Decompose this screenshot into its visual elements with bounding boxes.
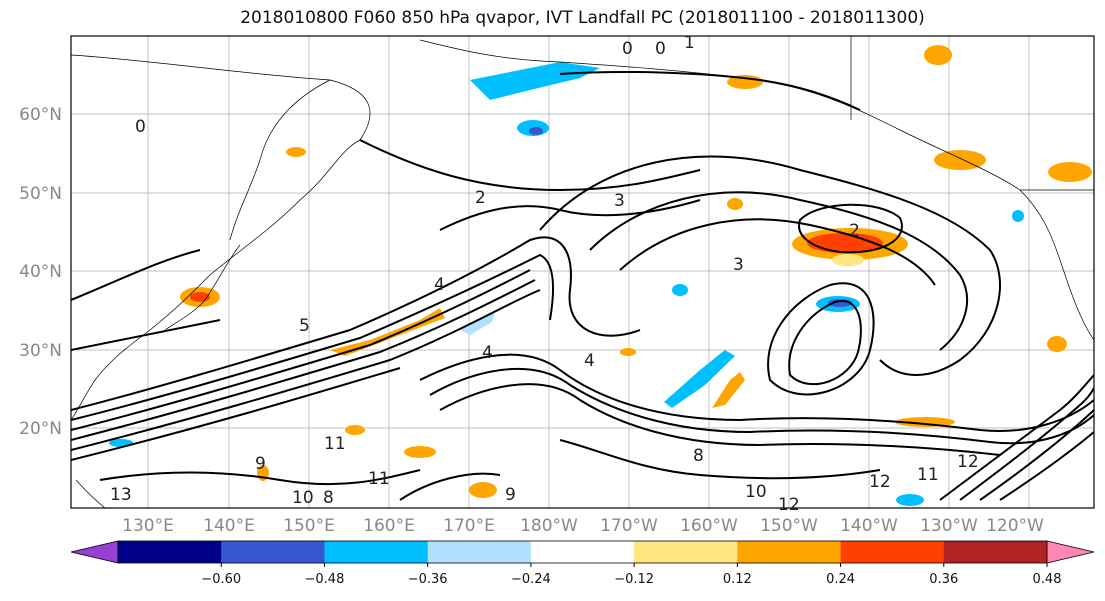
lon-label: 160°E — [363, 516, 415, 536]
contour-label: 8 — [693, 446, 704, 466]
negative-anomaly-patch — [672, 284, 688, 296]
negative-anomaly-patch — [664, 350, 735, 408]
contour-label: 2 — [475, 188, 486, 208]
colorbar-cell — [737, 541, 842, 563]
contour-label: 0 — [622, 39, 633, 59]
negative-anomaly-patch — [896, 494, 924, 506]
contour-label: 1 — [684, 33, 695, 53]
anomaly-shading — [109, 45, 1092, 506]
lon-label: 120°W — [986, 516, 1044, 536]
colorbar-frame — [117, 540, 1048, 564]
contour-label: 10 — [745, 482, 767, 502]
colorbar-cell — [118, 541, 222, 563]
positive-anomaly-patch — [345, 425, 365, 435]
colorbar-tick-label: −0.36 — [408, 572, 448, 587]
colorbar-cell — [324, 541, 429, 563]
contour-labels: 0 0 1 0 2 3 2 3 4 5 4 4 8 11 9 10 8 11 1… — [110, 33, 979, 515]
contour-label: 8 — [323, 488, 334, 508]
ivt-contours — [71, 71, 1094, 501]
positive-anomaly-patch — [727, 198, 743, 210]
lon-label: 150°W — [760, 516, 818, 536]
latitude-labels: 60°N 50°N 40°N 30°N 20°N — [19, 105, 62, 439]
colorbar-cell — [840, 541, 945, 563]
lon-label: 180°W — [520, 516, 578, 536]
longitude-labels: 130°E 140°E 150°E 160°E 170°E 180°W 170°… — [122, 516, 1044, 536]
lon-label: 130°W — [920, 516, 978, 536]
contour-label: 2 — [849, 221, 860, 241]
lon-label: 170°E — [443, 516, 495, 536]
contour-label: 4 — [434, 275, 445, 295]
contour-label: 11 — [917, 465, 939, 485]
contour-label: 4 — [482, 343, 493, 363]
positive-anomaly-patch — [934, 150, 986, 170]
positive-anomaly-patch — [712, 372, 745, 408]
colorbar-tick-label: −0.48 — [305, 572, 345, 587]
contour-label: 9 — [505, 485, 516, 505]
lon-label: 160°W — [680, 516, 738, 536]
positive-anomaly-patch — [469, 482, 497, 498]
colorbar-cell — [943, 541, 1048, 563]
lat-label-20n: 20°N — [19, 419, 62, 439]
positive-anomaly-patch — [832, 254, 864, 266]
colorbar-tick-label: −0.24 — [511, 572, 551, 587]
colorbar-min-arrow — [70, 540, 119, 564]
lon-label: 140°W — [840, 516, 898, 536]
contour-label: 11 — [324, 434, 346, 454]
lat-label-40n: 40°N — [19, 262, 62, 282]
positive-anomaly-patch — [1047, 336, 1067, 352]
colorbar-cell — [221, 541, 325, 563]
colorbar-tick-label: 0.24 — [826, 572, 855, 587]
colorbar-tick-label: 0.12 — [723, 572, 752, 587]
colorbar-tick-label: 0.48 — [1033, 572, 1062, 587]
colorbar-cell — [530, 541, 635, 563]
positive-anomaly-patch — [924, 45, 952, 65]
map-title: 2018010800 F060 850 hPa qvapor, IVT Land… — [240, 8, 925, 28]
colorbar-tick-label: −0.60 — [201, 572, 241, 587]
contour-label: 0 — [655, 39, 666, 59]
positive-anomaly-patch — [807, 233, 883, 253]
contour-label: 0 — [135, 117, 146, 137]
contour-label: 12 — [957, 452, 979, 472]
lon-label: 130°E — [122, 516, 174, 536]
lon-label: 140°E — [203, 516, 255, 536]
lat-label-30n: 30°N — [19, 341, 62, 361]
contour-label: 3 — [733, 255, 744, 275]
contour-label: 12 — [869, 472, 891, 492]
positive-anomaly-patch — [1048, 162, 1092, 182]
colorbar: −0.60 −0.48 −0.36 −0.24 −0.12 0.12 0.24 0.36 0.4… — [70, 540, 1095, 587]
contour-label: 9 — [255, 454, 266, 474]
contour-label: 10 — [292, 488, 314, 508]
positive-anomaly-patch — [620, 348, 636, 356]
negative-anomaly-patch — [1012, 210, 1024, 222]
colorbar-max-arrow — [1046, 540, 1095, 564]
negative-anomaly-patch — [460, 312, 495, 335]
positive-anomaly-patch — [404, 446, 436, 458]
colorbar-cell — [634, 541, 738, 563]
contour-label: 5 — [299, 316, 310, 336]
contour-label: 11 — [368, 469, 390, 489]
lat-label-60n: 60°N — [19, 105, 62, 125]
lon-label: 150°E — [283, 516, 335, 536]
negative-anomaly-patch — [529, 127, 543, 135]
negative-anomaly-patch — [470, 62, 600, 100]
positive-anomaly-patch — [286, 147, 306, 157]
map-frame — [70, 35, 1095, 509]
colorbar-tick-label: −0.12 — [614, 572, 654, 587]
lat-label-50n: 50°N — [19, 184, 62, 204]
contour-label: 3 — [614, 191, 625, 211]
colorbar-cell — [427, 541, 532, 563]
contour-label: 12 — [778, 495, 800, 515]
contour-label: 13 — [110, 485, 132, 505]
colorbar-tick-label: 0.36 — [929, 572, 958, 587]
positive-anomaly-patch — [330, 308, 445, 356]
contour-label: 4 — [584, 351, 595, 371]
lon-label: 170°W — [600, 516, 658, 536]
